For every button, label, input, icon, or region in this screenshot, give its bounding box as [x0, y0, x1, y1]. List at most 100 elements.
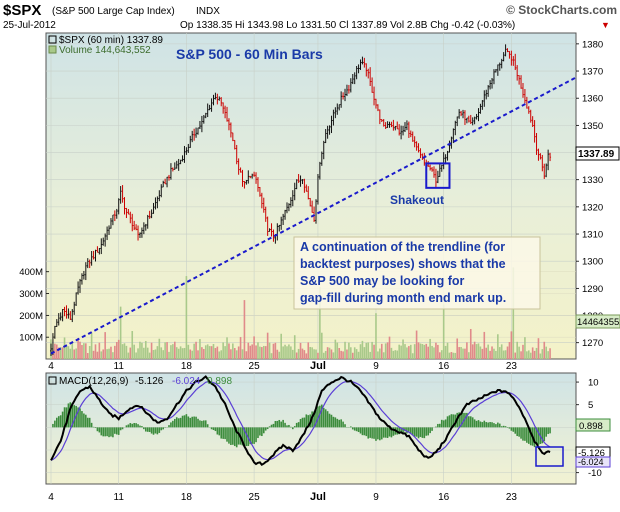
- macd-histogram-bar: [253, 427, 255, 444]
- macd-histogram-bar: [114, 427, 116, 433]
- volume-bar: [433, 347, 435, 359]
- macd-histogram-bar: [232, 427, 234, 444]
- volume-bar: [327, 347, 329, 359]
- macd-histogram-bar: [439, 424, 441, 428]
- macd-hist-badge-text: 0.898: [579, 421, 603, 432]
- volume-bar: [431, 346, 433, 359]
- macd-histogram-bar: [501, 426, 503, 427]
- macd-histogram-bar: [193, 417, 195, 428]
- volume-bar: [483, 332, 485, 359]
- macd-histogram-bar: [99, 427, 101, 432]
- symbol-title: $SPX: [3, 2, 41, 19]
- macd-histogram-bar: [85, 415, 87, 428]
- volume-bar: [338, 348, 340, 359]
- macd-histogram-bar: [526, 427, 528, 442]
- volume-bar: [118, 340, 120, 359]
- volume-bar: [116, 342, 118, 359]
- volume-bar: [300, 343, 302, 359]
- volume-bar: [412, 353, 414, 359]
- volume-bar: [387, 342, 389, 359]
- volume-bar: [501, 344, 503, 359]
- macd-histogram-bar: [174, 419, 176, 427]
- note-line: S&P 500 may be looking for: [300, 274, 465, 288]
- macd-histogram-bar: [141, 426, 143, 427]
- macd-histogram-bar: [503, 426, 505, 428]
- volume-bar: [191, 351, 193, 359]
- macd-histogram-bar: [493, 423, 495, 427]
- volume-bar: [149, 353, 151, 359]
- volume-bar: [248, 343, 250, 359]
- volume-bar: [257, 342, 259, 359]
- volume-bar: [93, 351, 95, 359]
- price-tick-label: 1310: [582, 230, 603, 241]
- volume-bar: [199, 339, 201, 359]
- price-legend: $SPX (60 min) 1337.89 Volume 144,643,552: [49, 35, 163, 56]
- x-tick-label: 4: [48, 492, 54, 503]
- volume-bar: [151, 343, 153, 359]
- volume-bar: [441, 350, 443, 359]
- macd-histogram-bar: [342, 422, 344, 428]
- macd-histogram-bar: [112, 427, 114, 437]
- macd-histogram-bar: [172, 421, 174, 428]
- macd-histogram-bar: [273, 424, 275, 427]
- macd-histogram-bar: [271, 425, 273, 428]
- volume-bar: [443, 304, 445, 359]
- macd-histogram-bar: [278, 420, 280, 427]
- volume-bar: [91, 333, 93, 359]
- volume-tick-label: 300M: [19, 289, 43, 300]
- volume-bar: [259, 347, 261, 359]
- macd-histogram-bar: [108, 427, 110, 437]
- macd-histogram-bar: [213, 427, 215, 430]
- macd-histogram-bar: [336, 419, 338, 428]
- macd-histogram-bar: [230, 427, 232, 445]
- volume-bar: [503, 351, 505, 359]
- volume-legend-swatch: [49, 46, 56, 53]
- macd-histogram-bar: [191, 417, 193, 428]
- macd-histogram-bar: [265, 427, 267, 430]
- macd-histogram-bar: [518, 427, 520, 436]
- price-tick-label: 1270: [582, 338, 603, 349]
- macd-histogram-bar: [226, 427, 228, 441]
- macd-histogram-bar: [131, 424, 133, 428]
- volume-bar: [485, 348, 487, 359]
- volume-bar: [317, 353, 319, 359]
- macd-histogram-bar: [327, 411, 329, 427]
- volume-bar: [522, 345, 524, 359]
- volume-bar: [478, 343, 480, 359]
- volume-bar: [335, 340, 337, 359]
- volume-bar: [265, 346, 267, 359]
- macd-histogram-bar: [344, 424, 346, 427]
- macd-histogram-bar: [480, 421, 482, 427]
- macd-signal-badge: -6.024: [576, 457, 610, 467]
- macd-histogram-bar: [441, 420, 443, 428]
- macd-histogram-bar: [483, 421, 485, 428]
- volume-bar: [209, 346, 211, 359]
- volume-bar: [218, 351, 220, 359]
- volume-bar: [242, 349, 244, 359]
- macd-histogram-bar: [126, 425, 128, 427]
- volume-bar: [410, 345, 412, 359]
- price-panel: [46, 33, 576, 359]
- price-axis: 1270128012901300131013201330134013501360…: [576, 39, 603, 349]
- macd-histogram-bar: [203, 420, 205, 427]
- index-name: (S&P 500 Large Cap Index): [52, 6, 175, 17]
- volume-bar: [398, 345, 400, 359]
- macd-histogram-bar: [435, 427, 437, 428]
- volume-bar: [476, 344, 478, 359]
- macd-histogram-bar: [215, 427, 217, 431]
- volume-bar: [507, 347, 509, 359]
- macd-histogram-bar: [116, 427, 118, 434]
- volume-bar: [251, 344, 253, 359]
- macd-histogram-bar: [505, 426, 507, 427]
- volume-bar: [131, 331, 133, 359]
- macd-histogram-bar: [302, 418, 304, 428]
- volume-bar: [230, 349, 232, 359]
- volume-bar: [540, 354, 542, 359]
- macd-histogram-bar: [89, 418, 91, 428]
- volume-bar: [205, 345, 207, 359]
- volume-bar: [174, 342, 176, 359]
- macd-histogram-bar: [335, 417, 337, 427]
- volume-bar: [364, 347, 366, 359]
- volume-bar: [439, 352, 441, 359]
